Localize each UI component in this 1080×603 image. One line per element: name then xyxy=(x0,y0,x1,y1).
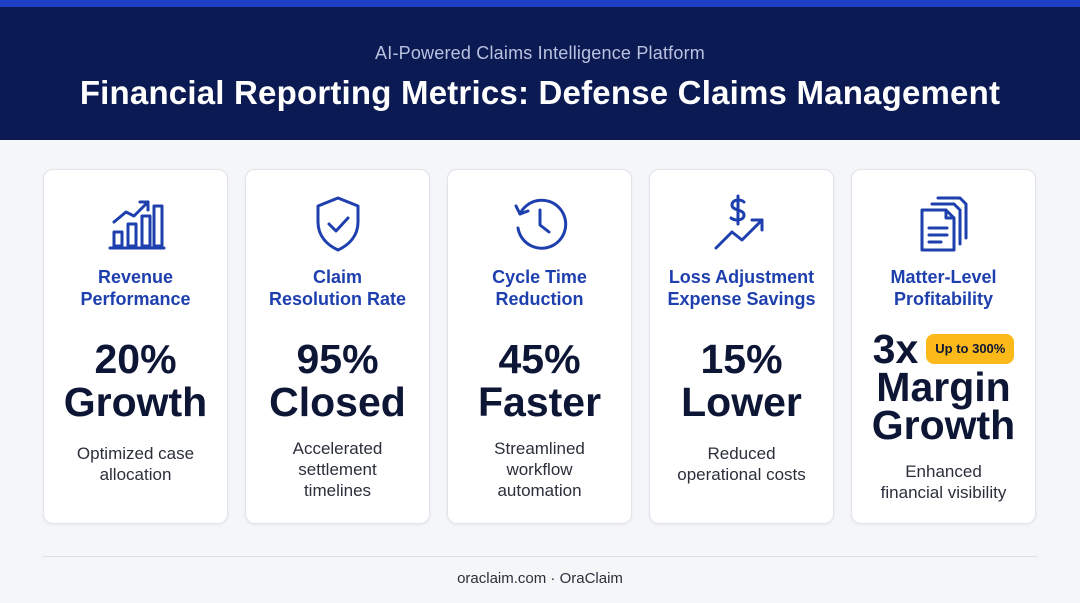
card-description: Reduced xyxy=(707,444,776,463)
footer-text: oraclaim.com · OraClaim xyxy=(457,570,623,587)
card-label-line: Resolution Rate xyxy=(268,289,406,309)
card-value-caption: Growth xyxy=(63,379,208,425)
card-description: Accelerated xyxy=(292,439,383,458)
card-label-line: Expense Savings xyxy=(667,289,816,309)
metric-cards: Revenue Performance 20% Growth Optimized… xyxy=(43,169,1036,524)
card-description: timelines xyxy=(303,481,372,500)
card-value-caption: Margin xyxy=(876,364,1011,410)
top-accent-bar xyxy=(0,0,1080,7)
card-label-line: Reduction xyxy=(495,289,584,309)
card-value: 95% xyxy=(296,336,379,382)
card-description: settlement xyxy=(298,460,377,479)
card-value: 45% xyxy=(498,336,581,382)
card-label-line: Cycle Time xyxy=(492,267,587,287)
card-description: Streamlined xyxy=(494,439,585,458)
card-description: financial visibility xyxy=(880,483,1007,502)
header-subtitle: AI-Powered Claims Intelligence Platform xyxy=(375,43,705,63)
metric-card-revenue: Revenue Performance 20% Growth Optimized… xyxy=(43,169,228,524)
card-value-caption: Growth xyxy=(871,402,1016,448)
card-value-caption: Faster xyxy=(477,379,602,425)
card-description: Optimized case xyxy=(76,444,195,463)
card-label-line: Matter-Level xyxy=(890,267,997,287)
page-title: Financial Reporting Metrics: Defense Cla… xyxy=(79,74,1001,111)
card-description: allocation xyxy=(99,465,172,484)
status-badge: Up to 300% xyxy=(926,334,1015,364)
footer-divider xyxy=(43,556,1037,557)
card-description: workflow xyxy=(506,460,573,479)
metric-card-profitability: Matter-Level Profitability 3x Up to 300%… xyxy=(851,169,1036,524)
bar-chart-growth-icon xyxy=(108,200,165,250)
card-label-line: Revenue xyxy=(97,267,174,287)
card-label-line: Claim xyxy=(312,267,363,287)
card-value: 20% xyxy=(94,336,177,382)
card-description: Enhanced xyxy=(905,462,982,481)
card-value: 15% xyxy=(700,336,783,382)
header-banner: AI-Powered Claims Intelligence Platform … xyxy=(0,7,1080,140)
card-value-caption: Lower xyxy=(681,379,802,425)
metric-card-lae-savings: Loss Adjustment Expense Savings 15% Lowe… xyxy=(649,169,834,524)
card-label-line: Performance xyxy=(80,289,191,309)
dollar-trend-icon xyxy=(714,194,763,250)
metric-card-cycle-time: Cycle Time Reduction 45% Faster Streamli… xyxy=(447,169,632,524)
card-description: automation xyxy=(497,481,582,500)
card-value-caption: Closed xyxy=(269,379,406,425)
clock-history-icon xyxy=(514,198,567,250)
card-description: operational costs xyxy=(677,465,806,484)
documents-stack-icon xyxy=(920,196,967,252)
card-value: 3x xyxy=(872,326,919,372)
card-label-line: Loss Adjustment xyxy=(668,267,815,287)
card-label-line: Profitability xyxy=(893,289,993,309)
metric-card-claim-resolution: Claim Resolution Rate 95% Closed Acceler… xyxy=(245,169,430,524)
shield-check-icon xyxy=(316,196,359,252)
